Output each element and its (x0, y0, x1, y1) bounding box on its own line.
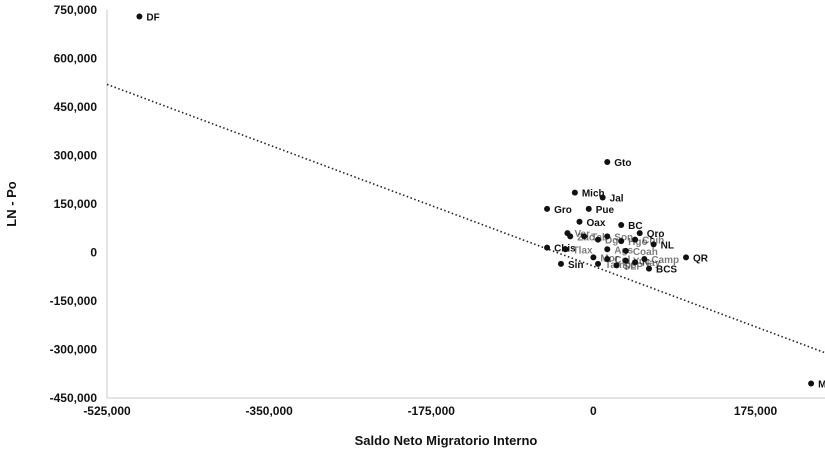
data-point (544, 205, 551, 212)
data-point (599, 194, 606, 201)
data-point (544, 244, 551, 251)
data-point (641, 255, 648, 262)
data-point (604, 233, 611, 240)
data-point (622, 247, 629, 254)
data-point (595, 260, 602, 267)
data-point-label: Col (614, 255, 630, 266)
data-point-label: Mor (600, 253, 618, 264)
data-point-label: BC (628, 221, 642, 232)
y-tick-label: -150,000 (50, 294, 98, 308)
data-point (136, 13, 143, 20)
y-tick-label: 450,000 (54, 100, 98, 114)
data-point (808, 380, 815, 387)
data-point (604, 246, 611, 253)
data-point (567, 233, 574, 240)
data-point (562, 246, 569, 253)
y-tick-label: -300,000 (50, 343, 98, 357)
data-point (557, 260, 564, 267)
data-point-label: DF (146, 12, 159, 23)
data-point-label: Gro (554, 205, 572, 216)
data-point (613, 262, 620, 269)
data-point (650, 241, 657, 248)
data-point-label: Chih (642, 236, 664, 247)
x-tick-label: -525,000 (83, 404, 131, 418)
data-point-label: Tamps (605, 260, 637, 271)
data-point (618, 222, 625, 229)
data-point-label: Hgo (628, 237, 647, 248)
data-point (636, 230, 643, 237)
data-point (581, 233, 588, 240)
data-point (683, 254, 690, 261)
data-point-label: Qro (647, 229, 665, 240)
data-point-label: Oax (586, 218, 605, 229)
data-point-label: Sin (568, 260, 584, 271)
data-point (645, 265, 652, 272)
data-point-label: Méx (818, 379, 825, 390)
data-point (604, 255, 611, 262)
data-point-label: BCS (656, 265, 677, 276)
data-point-label: Coah (633, 247, 658, 258)
data-point-label: Pue (596, 205, 615, 216)
data-point-label: Tlax (573, 245, 593, 256)
y-axis-title: LN - Po (4, 181, 19, 227)
data-point (604, 158, 611, 165)
data-point-label: Mich (582, 189, 605, 200)
data-point-label: Dgo (605, 236, 624, 247)
x-tick-label: -175,000 (408, 404, 456, 418)
y-tick-label: 150,000 (54, 197, 98, 211)
y-tick-label: 750,000 (54, 3, 98, 17)
data-point (632, 236, 639, 243)
data-point (618, 238, 625, 245)
data-point-label: Son (614, 232, 633, 243)
data-point-label: Jal (610, 194, 624, 205)
x-tick-label: -350,000 (245, 404, 293, 418)
y-tick-label: -450,000 (50, 391, 98, 405)
x-tick-label: 175,000 (734, 404, 778, 418)
data-point (590, 254, 597, 261)
y-axis-ticks: 750,000 600,000 450,000 300,000 150,000 0 -150… (50, 3, 98, 405)
data-point (576, 218, 583, 225)
x-axis-title: Saldo Neto Migratorio Interno (355, 433, 538, 448)
x-axis-ticks: -525,000 -350,000 -175,000 0 175,000 (83, 404, 777, 418)
data-point-label: Yuc (633, 257, 651, 268)
data-points: DFGtoMichJalGroPueOaxBCQroVerZacSonTabDg… (136, 12, 825, 390)
data-point (632, 259, 639, 266)
y-tick-label: 0 (90, 246, 97, 260)
data-point-label: QR (693, 253, 709, 264)
data-point-label: Gto (614, 158, 631, 169)
data-point-label: SLP (624, 261, 644, 272)
data-point (585, 205, 592, 212)
x-tick-label: 0 (590, 404, 597, 418)
data-point (622, 257, 629, 264)
data-point-label: Nay (642, 258, 661, 269)
y-tick-label: 600,000 (54, 52, 98, 66)
trend-line (106, 83, 825, 354)
data-point-label: Camp (651, 255, 679, 266)
data-point-label: NL (661, 240, 674, 251)
data-point (571, 189, 578, 196)
y-tick-label: 300,000 (54, 149, 98, 163)
data-point (595, 236, 602, 243)
